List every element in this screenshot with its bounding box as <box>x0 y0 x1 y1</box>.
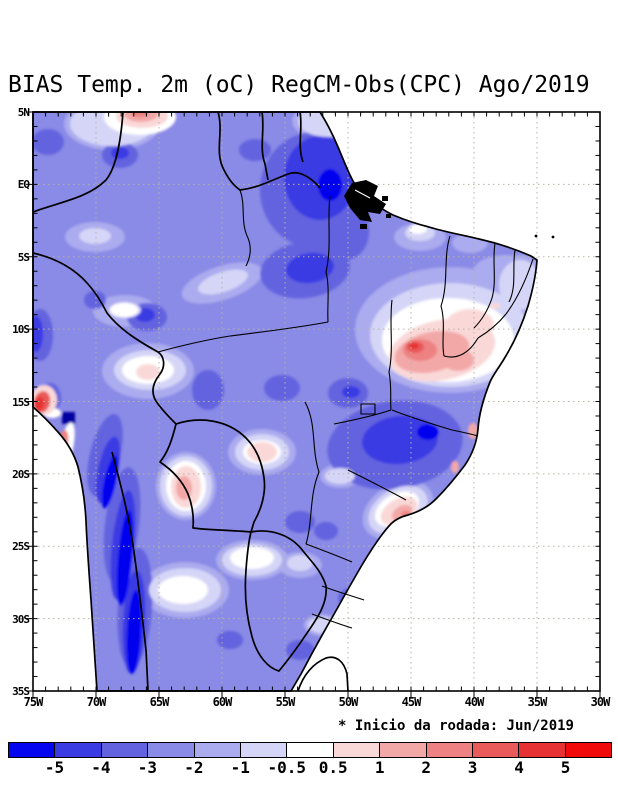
colorbar-segment <box>101 743 149 757</box>
axis-tick-marks <box>26 111 601 697</box>
lat-axis-label: EQ <box>17 178 30 192</box>
colorbar-tick-label: 5 <box>560 758 571 777</box>
coastline <box>32 111 538 692</box>
colorbar-segment <box>333 743 381 757</box>
lon-axis-label: 35W <box>527 695 548 709</box>
graticule-gridlines <box>33 112 600 691</box>
colorbar-tick-label: -3 <box>137 758 158 777</box>
lon-axis-label: 50W <box>338 695 359 709</box>
lat-axis-label: 25S <box>12 540 30 554</box>
colorbar-tick-label: 2 <box>421 758 431 777</box>
lat-axis-label: 15S <box>12 395 30 409</box>
lon-axis-label: 60W <box>212 695 233 709</box>
bias-contour-map <box>26 111 601 697</box>
colorbar-segment <box>55 743 102 757</box>
country-borders <box>32 111 349 692</box>
lat-axis-label: 30S <box>12 612 30 626</box>
landmass-fill <box>33 112 537 691</box>
lon-axis-label: 40W <box>464 695 485 709</box>
colorbar-segment <box>9 743 56 757</box>
amazon-delta-islands <box>344 180 555 239</box>
colorbar-segment <box>565 743 612 757</box>
colorbar-tick-label: 4 <box>514 758 524 777</box>
run-start-note: * Inicio da rodada: Jun/2019 <box>337 718 574 734</box>
colorbar-tick-label: -4 <box>91 758 111 777</box>
lat-axis-label: 35S <box>12 685 30 698</box>
colorbar-segment <box>380 743 427 757</box>
colorbar-segment <box>426 743 473 757</box>
colorbar-tick-label: 1 <box>374 758 385 777</box>
colorbar-segment <box>148 743 195 757</box>
lon-axis-label: 30W <box>590 695 611 709</box>
colorbar <box>8 742 612 758</box>
colorbar-tick-label: -1 <box>230 758 250 777</box>
lat-axis-label: 5N <box>17 106 30 119</box>
map-title: BIAS Temp. 2m (oC) RegCM-Obs(CPC) Ago/20… <box>8 72 590 98</box>
lon-axis-label: 55W <box>275 695 296 709</box>
colorbar-tick-label: 3 <box>467 758 478 777</box>
lon-axis-label: 75W <box>23 695 44 709</box>
colorbar-tick-label: -5 <box>44 758 65 777</box>
delta-channel <box>354 189 371 199</box>
colorbar-tick-label: -2 <box>184 758 204 777</box>
lat-axis-label: 5S <box>17 250 30 264</box>
lon-axis-label: 45W <box>401 695 422 709</box>
lon-axis-label: 65W <box>149 695 170 709</box>
lat-axis-label: 20S <box>12 467 30 481</box>
lon-axis-label: 70W <box>86 695 107 709</box>
colorbar-tick-label: -0.5 <box>267 758 307 777</box>
colorbar-segment <box>472 743 520 757</box>
colorbar-segment <box>287 743 334 757</box>
colorbar-tick-label: 0.5 <box>318 758 348 777</box>
state-borders <box>157 189 534 629</box>
colorbar-segment <box>519 743 566 757</box>
lat-axis-label: 10S <box>12 323 30 337</box>
colorbar-segment <box>194 743 241 757</box>
colorbar-segment <box>240 743 288 757</box>
